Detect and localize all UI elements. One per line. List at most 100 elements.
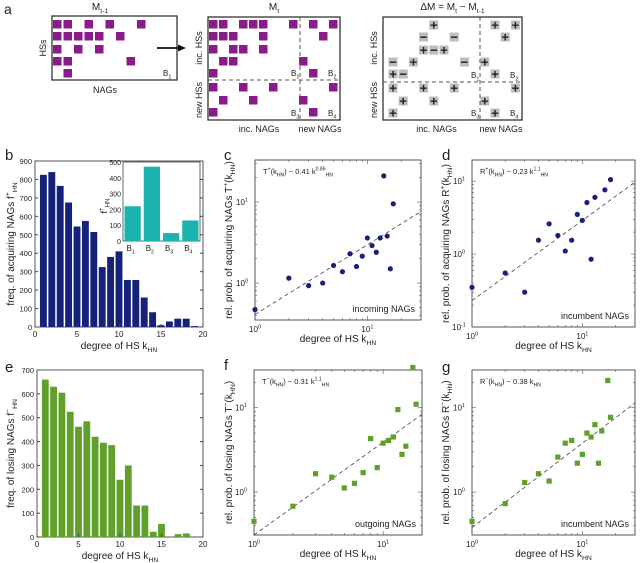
text-segment: B (471, 109, 476, 118)
delta-cell (388, 83, 398, 93)
data-point (368, 436, 374, 442)
matrix-cell (116, 32, 125, 41)
x-tick-label: 101 (576, 331, 588, 341)
data-point (252, 307, 258, 313)
text-segment: B (291, 69, 296, 78)
data-point (555, 454, 561, 460)
x-tick-label: 100 (248, 539, 260, 549)
block-label: B2 (510, 71, 518, 82)
data-point (555, 232, 561, 239)
x-tick-label: 5 (75, 330, 80, 339)
block-label: B1 (471, 71, 479, 82)
matrix-cell (309, 20, 318, 29)
text-segment: − (485, 377, 488, 383)
col-label-new-nags: new NAGs (298, 124, 342, 134)
x-tick-label: 100 (466, 539, 478, 549)
text-segment: rel. prob. of acquiring NAGs T (224, 187, 235, 319)
text-segment: 1 (585, 331, 588, 337)
plus-icon: + (491, 106, 499, 121)
delta-cell (500, 32, 510, 42)
matrix-cell (105, 20, 114, 29)
matrix-delta-title: ΔM = Mt − Mt-1 (420, 2, 485, 15)
text-segment: 10 (361, 325, 370, 334)
matrix-cell (319, 32, 328, 41)
matrix-cell (209, 83, 218, 92)
text-segment: 0 (257, 539, 260, 545)
panel-letter-b: b (5, 147, 13, 164)
data-point (410, 364, 416, 371)
delta-cell (388, 108, 398, 118)
text-segment: M (269, 2, 277, 13)
delta-cell (480, 57, 490, 67)
y-tick-label: 0 (28, 323, 32, 332)
text-segment: B (510, 109, 515, 118)
x-tick-label: 10 (116, 540, 125, 549)
matrix-cell (299, 96, 308, 105)
data-point (584, 430, 590, 436)
text-segment: rel. prob. of losing NAGs T (224, 406, 235, 524)
text-segment: degree of HS k (515, 341, 583, 352)
text-segment: HN (366, 555, 376, 562)
plus-icon: + (420, 43, 428, 58)
bar (99, 442, 107, 537)
text-segment: ) (224, 381, 235, 384)
matrix-cell (219, 96, 228, 105)
bar (75, 426, 82, 537)
y-tick-label: 101 (453, 403, 465, 413)
text-segment: T (263, 167, 268, 176)
panel-letter-e: e (5, 359, 13, 376)
fit-formula: T+(kHN) ~ 0.41 k0.86HN (263, 167, 333, 179)
y-tick-label: 400 (21, 438, 34, 447)
data-point (347, 251, 353, 257)
text-segment: 4 (515, 114, 518, 120)
plot-frame-d (471, 159, 636, 328)
text-segment: freq. of losing NAGs f (6, 413, 17, 508)
matrix-cell (137, 20, 146, 29)
text-segment: HN (534, 382, 542, 388)
bar (56, 185, 64, 327)
data-point (403, 443, 409, 449)
y-tick-label: 100 (236, 278, 248, 288)
text-segment: − (440, 402, 447, 406)
data-point (413, 401, 419, 407)
data-point (374, 465, 380, 471)
text-segment: (k (441, 392, 452, 401)
bar (141, 505, 149, 537)
text-segment: 1 (462, 403, 465, 409)
inset-y-tick-label: 0 (117, 239, 121, 246)
bar (66, 411, 74, 537)
bar (48, 172, 56, 327)
text-segment: (k (488, 167, 494, 176)
matrix-cell (209, 69, 218, 78)
data-point (584, 199, 590, 206)
data-point (390, 434, 396, 440)
bar (91, 436, 99, 537)
y-axis-label: rel. prob. of acquiring NAGs T+(kHN) (223, 161, 238, 319)
data-point (329, 474, 335, 480)
y-tick-label: 300 (19, 268, 32, 277)
data-point (339, 269, 346, 275)
fit-formula: R−(kHN) ~ 0.38 kHN (480, 377, 541, 389)
fit-formula: R+(kHN) ~ 0.23 k1.1HN (480, 167, 548, 179)
plus-icon: + (491, 18, 499, 33)
bar (81, 220, 89, 327)
matrix-cell (239, 20, 248, 29)
matrix-cell (219, 20, 228, 29)
text-segment: HN (582, 555, 592, 562)
text-segment: (k (270, 377, 276, 386)
x-tick-label: 10 (115, 330, 124, 339)
text-segment: 3 (476, 114, 479, 120)
delta-cell (490, 69, 500, 79)
row-label-hss: HSs (38, 39, 48, 57)
text-segment: freq. of acquiring NAGs f (6, 196, 17, 306)
text-segment: degree of HS k (82, 551, 150, 562)
matrix-cell (239, 83, 248, 92)
row-label-inc-hss: inc. HSs (369, 31, 379, 65)
text-segment: 0 (244, 487, 247, 493)
text-segment: 10 (248, 540, 257, 549)
bar (98, 267, 106, 327)
text-segment: ) ~ 0.38 k (502, 377, 534, 386)
delta-cell (490, 108, 500, 118)
text-segment: t-1 (477, 8, 485, 15)
